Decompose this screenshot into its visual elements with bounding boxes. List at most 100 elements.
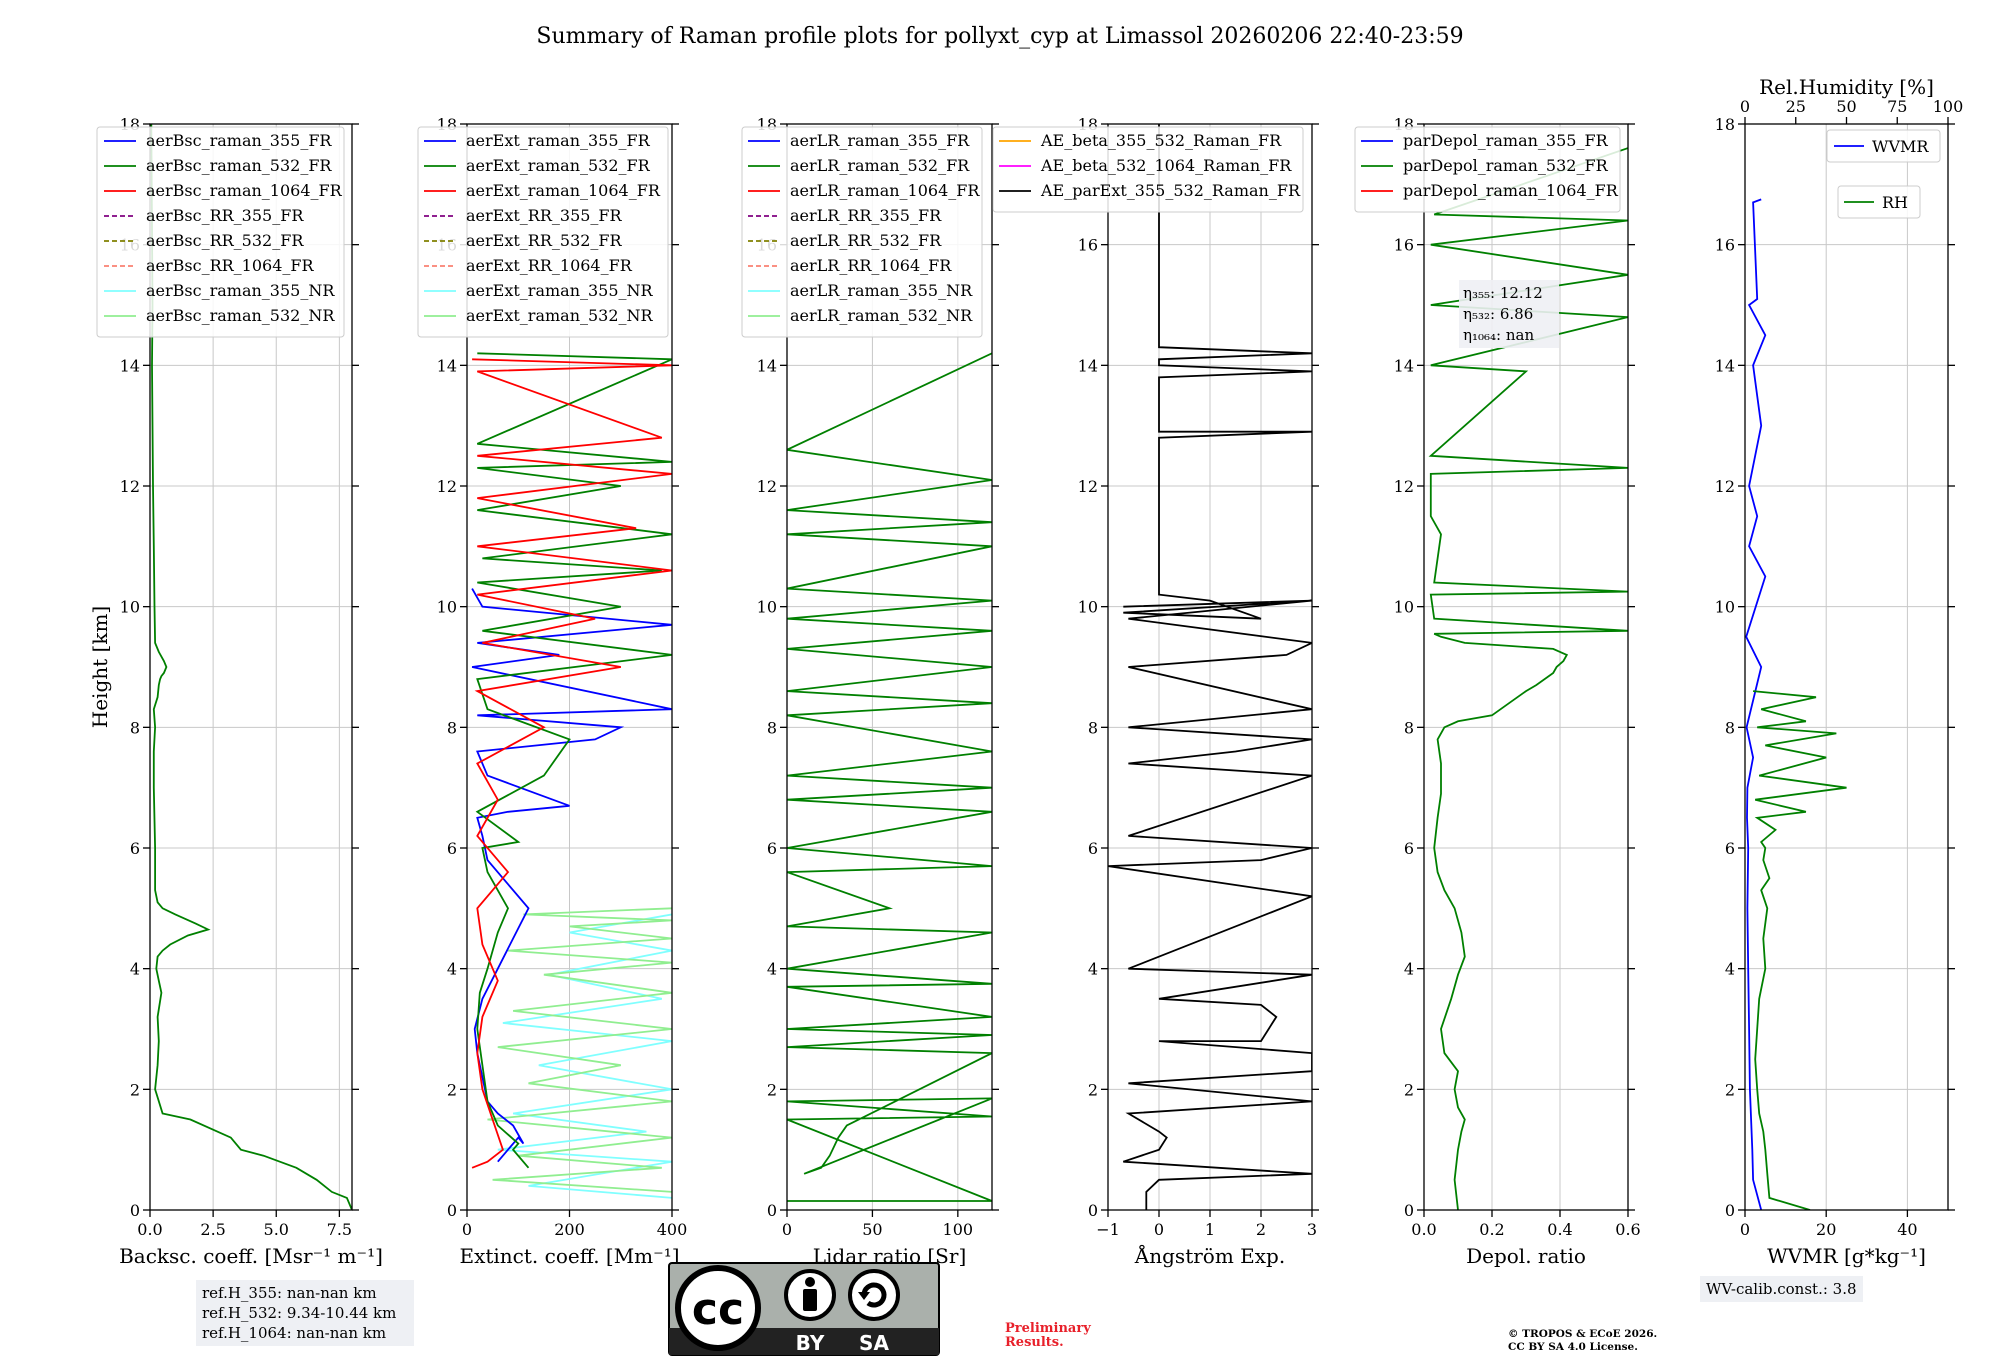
x-tick-label: 0.4 [1547,1220,1572,1239]
axes-frame [149,123,353,1211]
sa-icon [848,1269,900,1321]
x-tick-label: −1 [1096,1220,1120,1239]
y-tick-label: 12 [1078,477,1098,496]
y-tick-label: 10 [437,598,457,617]
y-axis-label: Height [km] [88,606,112,728]
annotation-line: η₁₀₆₄: nan [1463,326,1534,344]
y-tick-label: 14 [120,356,140,375]
y-tick-label: 6 [447,839,457,858]
panel-wv: 0 2 4 6 8 10 12 14 16 18 0 20 40 WVMR [g*kg⁻¹] 0 25 50 75… [1715,75,1964,1268]
legend-ae: AE_beta_355_532_Raman_FR AE_beta_532_1064… [992,126,1304,213]
legend-label: aerLR_raman_355_FR [790,131,970,150]
series-line-WVMR [1745,198,1767,1210]
panel-lr: 024681012141618050100Lidar ratio [Sr]aer… [741,115,999,1268]
y-tick-label: 8 [1725,718,1735,737]
x-axis-label: Ångström Exp. [1134,1243,1285,1268]
legend-ext: aerExt_raman_355_FR aerExt_raman_532_FRae… [417,126,669,338]
x-tick-label: 400 [657,1220,688,1239]
legend-label: aerLR_raman_355_NR [790,281,973,300]
axes-frame [786,123,993,1211]
cc-icon [675,1265,761,1351]
y-tick-label: 2 [1404,1080,1414,1099]
series-line-aerExt_raman_355_NR [497,913,672,1199]
series-line-aerExt_raman_1064_FR [471,358,672,1169]
cc-by-label: BY [796,1331,825,1355]
legend-label: aerBsc_raman_355_FR [146,131,332,150]
series-group [471,352,672,1199]
series-line-AE_parExt_355_532_Raman_FR [1108,124,1312,1210]
x-tick-label: 200 [554,1220,585,1239]
legend-bsc: aerBsc_raman_355_FR aerBsc_raman_532_FRae… [96,126,345,338]
y-tick-label: 14 [757,356,777,375]
legend-label: aerExt_raman_1064_FR [466,181,661,200]
annotation-line: η₅₃₂: 6.86 [1463,305,1533,323]
y-tick-label: 16 [1394,236,1414,255]
legend-label: aerLR_RR_355_FR [790,206,942,225]
y-tick-label: 0 [1725,1201,1735,1220]
legend-label: AE_beta_355_532_Raman_FR [1040,131,1282,150]
top-tick-label: 0 [1740,97,1750,116]
top-tick-label: 50 [1836,97,1856,116]
figure-title: Summary of Raman profile plots for polly… [536,24,1463,49]
y-tick-label: 2 [1725,1080,1735,1099]
x-tick-label: 0 [462,1220,472,1239]
legend-lr: aerLR_raman_355_FR aerLR_raman_532_FR aerL… [741,126,983,338]
y-tick-label: 16 [1078,236,1098,255]
legend-label: aerBsc_raman_1064_FR [146,181,343,200]
legend-label: aerLR_RR_1064_FR [790,256,952,275]
preliminary-results-note: Preliminary Results. [1005,1322,1091,1350]
y-tick-label: 2 [1088,1080,1098,1099]
y-tick-label: 10 [757,598,777,617]
y-tick-label: 18 [1715,115,1735,134]
legend-box [96,126,345,338]
series-group [1108,124,1312,1210]
y-tick-label: 8 [447,718,457,737]
axes-frame [1744,123,1949,1211]
x-axis-label: Depol. ratio [1466,1244,1586,1268]
copyright-note: © TROPOS & ECoE 2026. CC BY SA 4.0 Licen… [1508,1328,1657,1354]
series-group [150,124,352,1210]
y-tick-label: 6 [767,839,777,858]
series-line-aerLR_raman_532_FR [787,352,992,1202]
legend-label: aerLR_raman_532_NR [790,306,973,325]
x-tick-label: 3 [1307,1220,1317,1239]
y-tick-label: 6 [130,839,140,858]
legend-box [417,126,669,338]
y-tick-label: 2 [130,1080,140,1099]
y-tick-label: 8 [130,718,140,737]
series-line-parDepol_raman_532_FR [1428,147,1628,1210]
panel-ext: 0246810121416180200400Extinct. coeff. [M… [417,115,688,1268]
legend-label: aerExt_raman_355_NR [466,281,654,300]
x-tick-label: 0.0 [1411,1220,1436,1239]
legend-label: aerLR_raman_1064_FR [790,181,980,200]
series-line-aerBsc_raman_532_FR [150,124,352,1210]
legend-label: aerBsc_RR_1064_FR [146,256,315,275]
ref-h-1064: ref.H_1064: nan-nan km [202,1324,387,1342]
y-tick-label: 6 [1088,839,1098,858]
wv-calibration-box: WV-calib.const.: 3.8 [1700,1276,1863,1302]
legend-wvmr: WVMR [1826,129,1941,163]
series-line-RH [1753,690,1847,1210]
top-axis-label: Rel.Humidity [%] [1759,75,1934,99]
x-tick-label: 1 [1205,1220,1215,1239]
y-tick-label: 4 [767,960,777,979]
y-tick-label: 8 [1088,718,1098,737]
ref-h-355: ref.H_355: nan-nan km [202,1284,377,1302]
y-tick-label: 4 [1404,960,1414,979]
y-tick-label: 6 [1725,839,1735,858]
legend-dep: parDepol_raman_355_FR parDepol_raman_532_… [1354,126,1621,213]
y-tick-label: 14 [1715,356,1735,375]
top-tick-label: 100 [1933,97,1964,116]
legend-label: AE_beta_532_1064_Raman_FR [1040,156,1292,175]
ref-h-532: ref.H_532: 9.34-10.44 km [202,1304,397,1322]
legend-box [992,126,1304,213]
y-tick-label: 0 [130,1201,140,1220]
wv-calib-const: WV-calib.const.: 3.8 [1706,1280,1857,1298]
legend-label: aerBsc_RR_355_FR [146,206,304,225]
legend-label: aerBsc_RR_532_FR [146,231,304,250]
x-tick-label: 40 [1897,1220,1917,1239]
x-tick-label: 0 [782,1220,792,1239]
legend-label: aerExt_raman_355_FR [466,131,651,150]
